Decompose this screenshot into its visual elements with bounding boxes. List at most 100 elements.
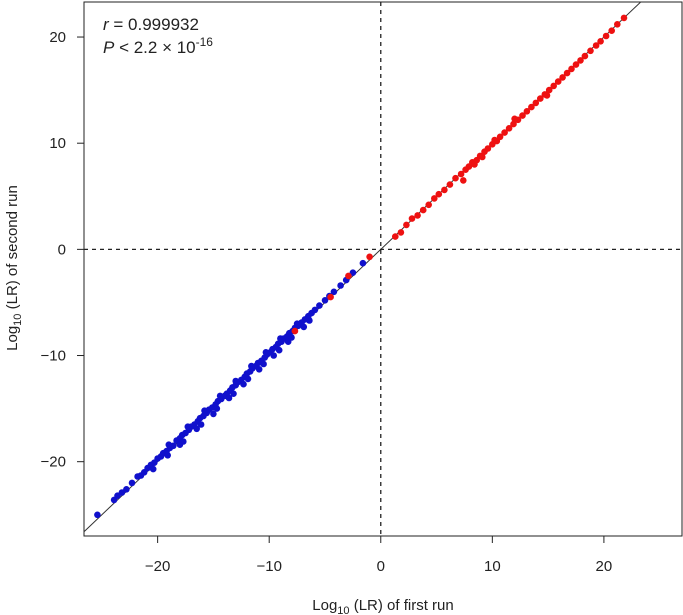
scatter-point [581,52,589,60]
x-tick-label: 20 [596,558,613,575]
scatter-point [244,375,252,383]
scatter-point [414,212,421,219]
x-tick-label: −10 [256,558,281,575]
scatter-point [559,74,566,81]
scatter-point [201,407,208,415]
scatter-point [275,346,283,354]
scatter-point [550,82,557,90]
scatter-point [255,366,263,373]
scatter-point [523,108,531,115]
scatter-point [537,95,544,102]
scatter-point [270,352,278,359]
scatter-point [563,69,571,77]
scatter-point [230,390,237,398]
scatter-point [491,136,498,144]
scatter-point [602,32,610,40]
scatter-point [608,27,615,34]
y-tick-label: 0 [58,241,66,258]
x-axis: −20 −10 0 10 20 [145,536,612,575]
scatter-point [165,441,173,449]
x-tick-label: 0 [377,558,385,575]
scatter-point [321,297,329,304]
scatter-point [577,57,584,64]
scatter-point [519,112,526,119]
scatter-point [419,206,427,214]
scatter-point [397,229,405,236]
scatter-point [300,323,308,331]
scatter-point [288,334,295,341]
y-axis-title: Log10 (LR) of second run [4,185,24,351]
scatter-point [543,92,551,99]
x-tick-label: 10 [484,558,501,575]
y-tick-label: −20 [41,454,66,471]
x-tick-label: −20 [145,558,170,575]
scatter-point [505,125,513,132]
scatter-point [359,259,367,267]
scatter-point [149,465,157,473]
scatter-point [620,14,628,22]
scatter-point [392,233,399,240]
scatter-point [484,145,492,152]
scatter-point [345,272,352,280]
scatter-point [441,186,448,194]
scatter-point [216,392,224,400]
scatter-point [225,394,233,402]
scatter-point [277,335,284,342]
scatter-point [366,253,373,261]
scatter-point [572,61,580,68]
scatter-point [471,161,478,168]
series-red [291,14,628,335]
scatter-point [262,349,270,356]
scatter-point [568,65,575,73]
series-blue [94,259,367,519]
y-tick-label: 10 [49,135,66,152]
scatter-point [554,78,562,85]
scatter-point [180,438,187,445]
scatter-point [164,452,171,459]
scatter-point [446,181,454,188]
plot-frame [83,1,683,537]
scatter-point [240,380,247,388]
scatter-point [291,327,299,335]
scatter-point [431,195,438,202]
scatter-point [501,129,508,136]
scatter-point [545,86,553,94]
scatter-point [316,302,323,309]
scatter-point [435,190,443,198]
scatter-point [528,103,535,111]
scatter-point [210,410,217,418]
scatter-point [94,511,101,519]
scatter-point [587,47,594,55]
scatter-point [193,425,200,433]
scatter-point [592,42,600,49]
scatter-point [408,215,416,222]
correlation-annotation: r = 0.999932 [103,15,199,34]
scatter-point [311,306,319,314]
scatter-point [510,120,517,128]
scatter-point [457,170,465,178]
scatter-point [511,115,518,123]
reference-lines [83,1,682,536]
scatter-point [452,174,459,182]
scatter-point [460,177,467,184]
scatter-point [614,21,621,28]
y-axis: −20 −10 0 10 20 [41,29,84,471]
y-tick-label: −10 [41,348,66,365]
scatter-point [134,473,141,480]
scatter-point [306,317,313,324]
scatter-point [327,293,334,301]
scatter-point [597,38,604,45]
scatter-point [232,377,239,385]
y-tick-label: 20 [49,29,66,46]
scatter-point [293,320,301,328]
scatter-point [479,153,486,161]
scatter-point [532,99,540,107]
scatter-point [128,479,136,487]
scatter-point [425,201,433,209]
scatter-point [330,288,338,296]
scatter-point [248,362,255,370]
x-axis-title: Log10 (LR) of first run [312,597,453,615]
scatter-point [213,405,221,412]
p-value-annotation: P < 2.2 × 10-16 [103,35,213,57]
